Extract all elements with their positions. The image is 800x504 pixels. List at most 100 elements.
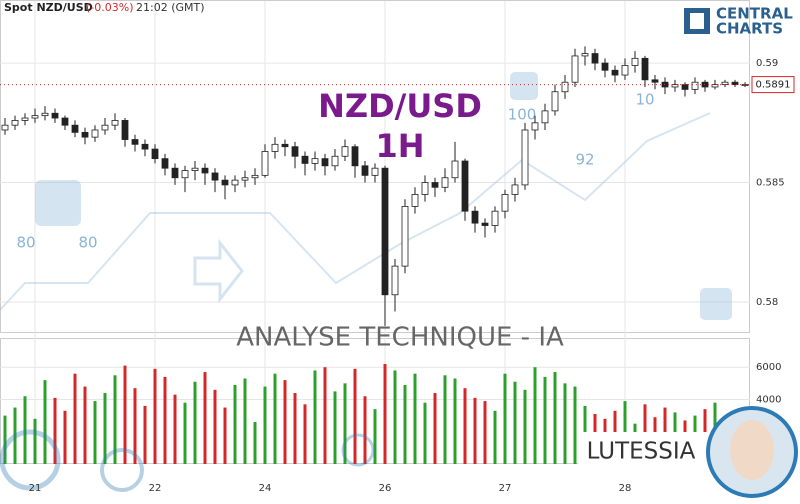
- volume-bar: [493, 410, 497, 464]
- candle-body: [711, 84, 719, 88]
- y-tick-label: 0.585: [756, 178, 785, 189]
- volume-bar: [473, 397, 477, 464]
- candle-body: [401, 206, 409, 267]
- candle-body: [71, 124, 79, 133]
- volume-bar: [333, 391, 337, 464]
- x-tick-label: 22: [149, 483, 162, 494]
- volume-bar: [453, 378, 457, 464]
- watermark-label: 80: [78, 234, 97, 252]
- candle-body: [191, 167, 199, 171]
- volume-bar: [233, 384, 237, 464]
- candle-body: [221, 179, 229, 186]
- volume-bar: [313, 370, 317, 464]
- candle-body: [631, 57, 639, 66]
- candle-body: [51, 112, 59, 119]
- candle-body: [231, 179, 239, 186]
- volume-bar: [423, 402, 427, 464]
- volume-bar: [83, 386, 87, 464]
- candle-body: [411, 194, 419, 207]
- candle-body: [181, 170, 189, 179]
- candle-body: [301, 155, 309, 164]
- volume-bar: [293, 393, 297, 464]
- volume-bar: [573, 386, 577, 464]
- candle-body: [91, 129, 99, 138]
- volume-bar: [553, 372, 557, 464]
- candle-body: [611, 69, 619, 76]
- volume-bar: [243, 378, 247, 464]
- candle-body: [641, 57, 649, 81]
- watermark: [0, 72, 732, 492]
- overlay-timeframe: 1H: [375, 127, 424, 165]
- volume-bar: [173, 394, 177, 464]
- x-tick-label: 28: [619, 483, 632, 494]
- volume-bar: [223, 407, 227, 464]
- candle-body: [571, 55, 579, 83]
- candle-body: [651, 79, 659, 83]
- candle-body: [311, 158, 319, 164]
- candle-body: [481, 222, 489, 226]
- overlay-title: NZD/USD: [318, 87, 482, 125]
- volume-bar: [33, 418, 37, 464]
- y-tick-label: 0.58: [756, 297, 778, 308]
- volume-bar: [73, 373, 77, 464]
- volume-bar: [393, 370, 397, 464]
- candle-body: [561, 81, 569, 93]
- candle-body: [441, 177, 449, 188]
- y-tick-label: 4000: [756, 394, 781, 405]
- volume-bar: [443, 375, 447, 464]
- candle-body: [601, 62, 609, 71]
- volume-bar: [43, 380, 47, 464]
- candle-body: [141, 143, 149, 150]
- x-tick-label: 27: [499, 483, 512, 494]
- volume-bar: [563, 383, 567, 464]
- candle-body: [471, 210, 479, 224]
- volume-bar: [413, 373, 417, 464]
- candle-body: [421, 182, 429, 195]
- candle-body: [511, 184, 519, 195]
- candle-body: [291, 146, 299, 157]
- volume-bar: [143, 405, 147, 464]
- overlay-subtitle: ANALYSE TECHNIQUE - IA: [236, 323, 564, 353]
- y-tick-label: 6000: [756, 362, 781, 373]
- volume-bar: [63, 410, 67, 464]
- volume-bar: [483, 401, 487, 464]
- brand: LUTESSIA: [587, 439, 696, 465]
- volume-bar: [93, 401, 97, 464]
- volume-bar: [13, 407, 17, 464]
- candle-body: [341, 146, 349, 157]
- candle-body: [361, 165, 369, 176]
- candle-body: [211, 172, 219, 181]
- candle-body: [31, 115, 39, 119]
- candle-body: [21, 117, 29, 121]
- brand-box: [578, 432, 708, 472]
- volume-bar: [53, 397, 57, 464]
- volume-bar: [343, 383, 347, 464]
- volume-bar: [183, 402, 187, 464]
- candle-body: [581, 53, 589, 57]
- candle-body: [491, 210, 499, 226]
- candle-body: [261, 151, 269, 176]
- candle-body: [731, 81, 739, 85]
- volume-bar: [23, 396, 27, 464]
- candle-body: [151, 148, 159, 160]
- volume-bar: [133, 388, 137, 464]
- volume-bar: [103, 393, 107, 464]
- watermark-label: 92: [575, 151, 594, 169]
- volume-bar: [353, 368, 357, 464]
- candle-body: [621, 65, 629, 76]
- watermark-icon: [700, 288, 732, 320]
- candle-body: [41, 112, 49, 117]
- volume-bar: [193, 381, 197, 464]
- volume-bar: [373, 409, 377, 464]
- last-price: 0.5891: [756, 80, 791, 91]
- candle-body: [131, 139, 139, 145]
- volume-bar: [263, 386, 267, 464]
- volume-bar: [543, 376, 547, 464]
- watermark-circle: [341, 433, 375, 467]
- candle-body: [101, 124, 109, 131]
- logo-text: CENTRAL: [716, 5, 793, 23]
- candle-body: [271, 143, 279, 152]
- candle-body: [391, 265, 399, 296]
- volume-bar: [273, 373, 277, 464]
